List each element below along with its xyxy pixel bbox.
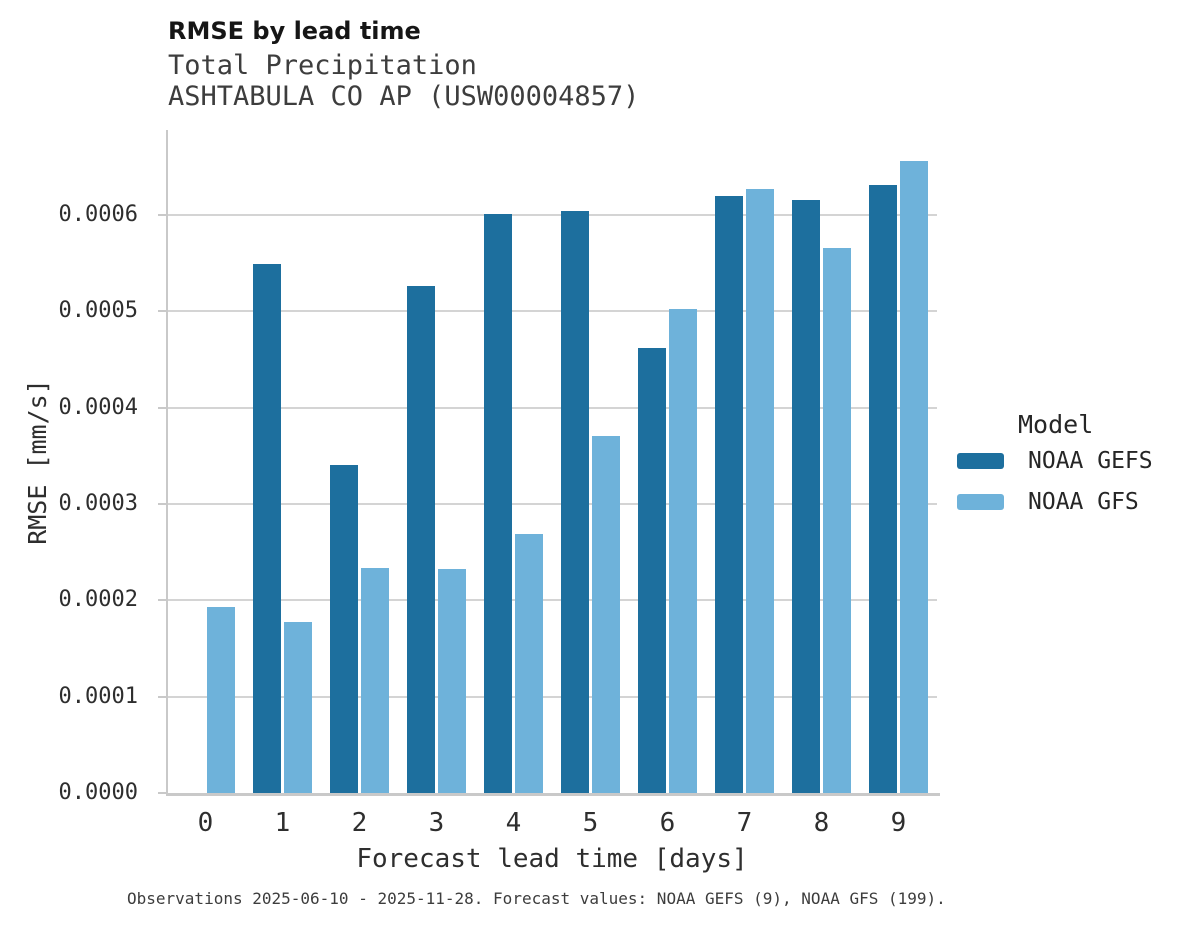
y-tick-label: 0.0006 [58,201,138,227]
x-tick-label: 0 [197,808,214,838]
bar-noaa-gfs [207,607,235,793]
bar-noaa-gefs [407,286,435,793]
bar-noaa-gfs [515,533,543,793]
x-axis-title: Forecast lead time [days] [356,844,748,874]
y-tick [158,792,166,794]
x-tick-label: 7 [736,808,753,838]
bar-noaa-gefs [253,263,281,793]
y-tick-label: 0.0004 [58,394,138,420]
x-tick-label: 3 [428,808,445,838]
y-tick-label: 0.0003 [58,490,138,516]
y-gridline [168,502,937,505]
bar-noaa-gefs [638,347,666,793]
bar-noaa-gefs [869,184,897,793]
x-tick-label: 2 [351,808,368,838]
x-tick-label: 1 [274,808,291,838]
bar-noaa-gefs [715,195,743,793]
y-tick [158,599,166,602]
legend-item: NOAA GFS [957,489,1153,515]
y-gridline [168,406,937,409]
x-axis-spine [166,793,940,796]
x-tick-label: 9 [890,808,907,838]
legend-swatch-noaa-gefs [957,453,1004,469]
chart-subtitle-variable: Total Precipitation [168,50,477,81]
chart-subtitle-station: ASHTABULA CO AP (USW00004857) [168,81,640,112]
x-tick-label: 6 [659,808,676,838]
legend-swatch-noaa-gfs [957,494,1004,510]
bar-noaa-gefs [330,465,358,793]
bar-noaa-gfs [438,569,466,793]
legend: Model NOAA GEFS NOAA GFS [957,410,1153,530]
legend-items: NOAA GEFS NOAA GFS [957,448,1153,515]
bar-noaa-gfs [823,247,851,793]
y-tick [158,695,166,698]
y-tick-label: 0.0001 [58,683,138,709]
bar-noaa-gfs [900,160,928,793]
y-tick [158,213,166,216]
y-gridline [168,695,937,698]
y-tick [158,406,166,409]
bar-noaa-gfs [592,436,620,793]
x-tick-label: 8 [813,808,830,838]
x-tick-label: 5 [582,808,599,838]
y-tick-label: 0.0000 [58,780,138,805]
bar-noaa-gfs [669,309,697,793]
y-gridline [168,310,937,313]
chart-header: RMSE by lead time Total Precipitation AS… [168,16,639,112]
x-tick-label: 4 [505,808,522,838]
legend-title: Model [1018,410,1094,439]
chart-title: RMSE by lead time [168,17,421,45]
bar-noaa-gfs [284,622,312,793]
legend-item-label: NOAA GFS [1028,489,1139,515]
y-tick [158,310,166,313]
y-gridline [168,599,937,602]
y-axis-spine [166,130,168,795]
legend-item-label: NOAA GEFS [1028,448,1153,474]
legend-item: NOAA GEFS [957,448,1153,474]
plot-area: 0.0000 0.0001 0.0002 0.0003 0.0004 0.0005 0.00… [59,130,940,836]
y-tick-label: 0.0002 [58,587,138,613]
bar-noaa-gefs [561,210,589,793]
y-gridline [168,213,937,216]
bar-noaa-gfs [361,568,389,793]
bar-noaa-gefs [792,200,820,793]
bar-noaa-gefs [484,213,512,793]
caption: Observations 2025-06-10 - 2025-11-28. Fo… [127,889,946,908]
y-tick-label: 0.0005 [58,298,138,324]
bar-noaa-gfs [746,188,774,793]
y-tick [158,502,166,505]
